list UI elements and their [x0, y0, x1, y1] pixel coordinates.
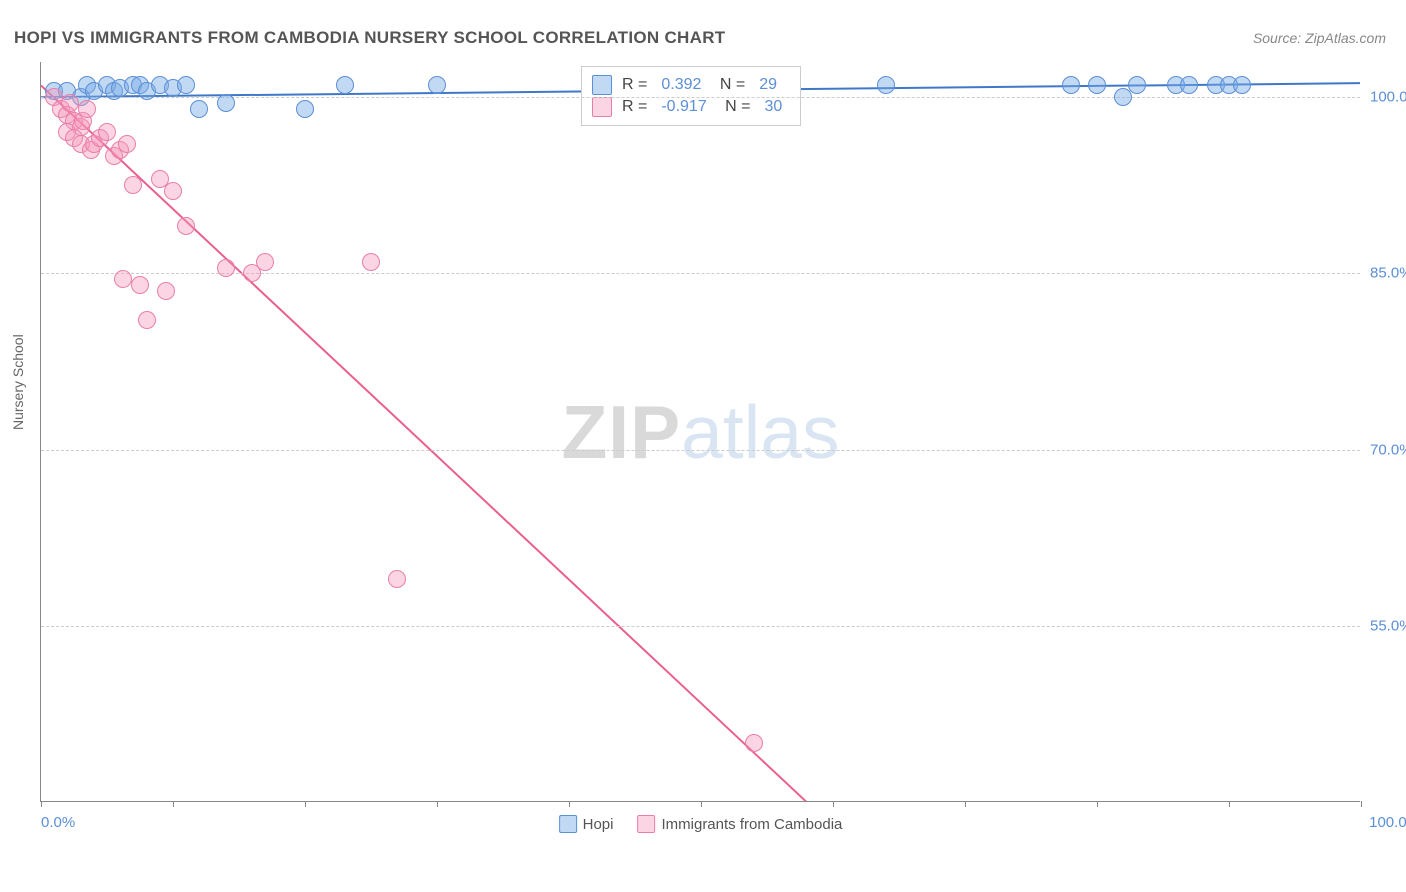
regression-line — [41, 85, 806, 801]
data-point — [877, 76, 895, 94]
data-point — [296, 100, 314, 118]
gridline — [41, 450, 1360, 451]
xtick-label-max: 100.0% — [1369, 814, 1406, 831]
xtick — [701, 801, 702, 807]
xtick — [833, 801, 834, 807]
data-point — [164, 182, 182, 200]
legend-label-hopi: Hopi — [583, 816, 614, 833]
chart-title: HOPI VS IMMIGRANTS FROM CAMBODIA NURSERY… — [14, 28, 725, 48]
gridline — [41, 97, 1360, 98]
data-point — [157, 282, 175, 300]
legend-item-hopi: Hopi — [559, 815, 614, 833]
legend-r-label: R = — [622, 98, 647, 116]
data-point — [98, 123, 116, 141]
legend-swatch-cambodia — [637, 815, 655, 833]
xtick — [305, 801, 306, 807]
data-point — [1088, 76, 1106, 94]
stats-legend: R = 0.392 N = 29 R = -0.917 N = 30 — [581, 66, 801, 126]
data-point — [362, 253, 380, 271]
legend-swatch-hopi — [559, 815, 577, 833]
xtick-label-min: 0.0% — [41, 814, 75, 831]
ytick-label: 70.0% — [1370, 441, 1406, 458]
source-attribution: Source: ZipAtlas.com — [1253, 30, 1386, 46]
data-point — [138, 311, 156, 329]
legend-label-cambodia: Immigrants from Cambodia — [661, 816, 842, 833]
data-point — [114, 270, 132, 288]
data-point — [428, 76, 446, 94]
data-point — [131, 276, 149, 294]
xtick — [569, 801, 570, 807]
legend-swatch — [592, 75, 612, 95]
xtick — [1361, 801, 1362, 807]
series-legend: Hopi Immigrants from Cambodia — [559, 815, 843, 833]
xtick — [965, 801, 966, 807]
data-point — [78, 100, 96, 118]
legend-r-value: 0.392 — [661, 76, 701, 94]
data-point — [1233, 76, 1251, 94]
xtick — [41, 801, 42, 807]
data-point — [177, 76, 195, 94]
data-point — [124, 176, 142, 194]
xtick — [1097, 801, 1098, 807]
legend-item-cambodia: Immigrants from Cambodia — [637, 815, 842, 833]
stats-legend-row: R = 0.392 N = 29 — [592, 75, 786, 95]
data-point — [217, 94, 235, 112]
data-point — [1062, 76, 1080, 94]
data-point — [1180, 76, 1198, 94]
legend-swatch — [592, 97, 612, 117]
xtick — [173, 801, 174, 807]
xtick — [1229, 801, 1230, 807]
gridline — [41, 626, 1360, 627]
regression-lines — [41, 62, 1360, 801]
ytick-label: 85.0% — [1370, 265, 1406, 282]
data-point — [336, 76, 354, 94]
legend-n-label: N = — [721, 98, 751, 116]
data-point — [61, 94, 79, 112]
data-point — [745, 734, 763, 752]
ytick-label: 100.0% — [1370, 89, 1406, 106]
legend-n-value: 29 — [759, 76, 777, 94]
legend-n-value: 30 — [765, 98, 783, 116]
data-point — [177, 217, 195, 235]
data-point — [190, 100, 208, 118]
legend-n-label: N = — [715, 76, 745, 94]
chart-plot-area: ZIPatlas R =0.392 N =29R =-0.917 N =30 H… — [40, 62, 1360, 802]
legend-r-value: -0.917 — [661, 98, 706, 116]
ytick-label: 55.0% — [1370, 617, 1406, 634]
data-point — [217, 259, 235, 277]
xtick — [437, 801, 438, 807]
data-point — [1114, 88, 1132, 106]
data-point — [118, 135, 136, 153]
stats-legend-row: R = -0.917 N = 30 — [592, 97, 786, 117]
data-point — [388, 570, 406, 588]
data-point — [256, 253, 274, 271]
gridline — [41, 273, 1360, 274]
y-axis-label: Nursery School — [10, 334, 26, 430]
legend-r-label: R = — [622, 76, 647, 94]
